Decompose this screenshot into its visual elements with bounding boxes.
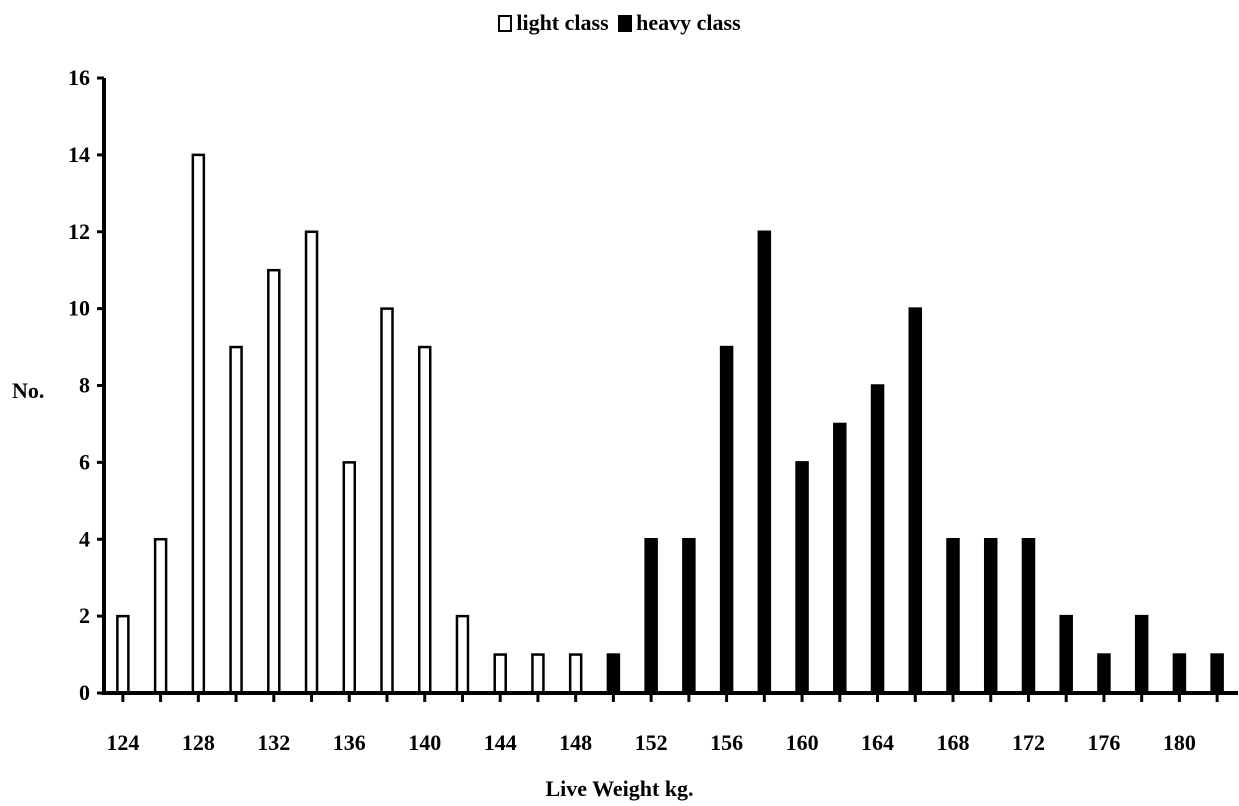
y-tick-label-14: 14 xyxy=(68,142,90,167)
x-tick-label-172: 172 xyxy=(1012,730,1045,755)
x-tick-label-164: 164 xyxy=(861,730,894,755)
bar-heavy-168 xyxy=(946,538,960,695)
bar-heavy-152 xyxy=(644,538,658,695)
legend-swatch-heavy xyxy=(618,14,633,32)
x-tick-label-144: 144 xyxy=(484,730,517,755)
bar-light-146 xyxy=(531,653,545,695)
y-tick-label-4: 4 xyxy=(79,526,90,551)
bar-heavy-166 xyxy=(908,307,923,695)
x-tick-label-152: 152 xyxy=(635,730,668,755)
bar-heavy-182 xyxy=(1210,653,1224,695)
bar-light-134 xyxy=(304,230,319,695)
x-tick-label-128: 128 xyxy=(182,730,215,755)
x-tick-label-176: 176 xyxy=(1087,730,1120,755)
bar-light-140 xyxy=(417,345,432,695)
bar-light-144 xyxy=(493,653,507,695)
x-tick-label-160: 160 xyxy=(786,730,819,755)
x-tick-label-140: 140 xyxy=(408,730,441,755)
bar-heavy-176 xyxy=(1097,653,1111,695)
legend-item-heavy: heavy class xyxy=(618,10,741,36)
bar-heavy-154 xyxy=(682,538,696,695)
x-tick-label-124: 124 xyxy=(106,730,139,755)
y-tick-label-6: 6 xyxy=(79,449,90,474)
y-tick-label-12: 12 xyxy=(68,219,90,244)
bar-heavy-172 xyxy=(1021,538,1036,695)
x-tick-label-168: 168 xyxy=(937,730,970,755)
x-tick-label-180: 180 xyxy=(1163,730,1196,755)
bar-light-126 xyxy=(153,538,168,695)
bar-heavy-174 xyxy=(1059,614,1073,695)
x-tick-label-136: 136 xyxy=(333,730,366,755)
x-axis-label: Live Weight kg. xyxy=(545,776,694,801)
bar-heavy-164 xyxy=(870,384,885,695)
legend-label-heavy: heavy class xyxy=(636,9,741,35)
bar-heavy-178 xyxy=(1134,614,1149,695)
bar-light-130 xyxy=(229,345,243,695)
bar-light-142 xyxy=(455,614,470,695)
bar-light-136 xyxy=(342,461,357,695)
legend-label-light: light class xyxy=(516,9,609,35)
y-tick-label-2: 2 xyxy=(79,603,90,628)
bar-light-124 xyxy=(116,614,130,695)
bar-heavy-158 xyxy=(757,230,772,695)
x-tick-label-156: 156 xyxy=(710,730,743,755)
bar-heavy-170 xyxy=(983,538,998,695)
bar-heavy-180 xyxy=(1172,653,1187,695)
y-tick-label-8: 8 xyxy=(79,373,90,398)
y-tick-label-10: 10 xyxy=(68,296,90,321)
bar-heavy-160 xyxy=(795,461,809,695)
y-axis-label: No. xyxy=(12,378,45,403)
bar-light-138 xyxy=(380,307,394,695)
chart-legend: light class heavy class xyxy=(0,8,1239,36)
x-tick-label-148: 148 xyxy=(559,730,592,755)
bar-heavy-156 xyxy=(719,345,734,695)
bar-light-132 xyxy=(267,268,281,695)
bar-heavy-150 xyxy=(606,653,621,695)
y-tick-label-16: 16 xyxy=(68,65,90,90)
bar-heavy-162 xyxy=(833,422,847,695)
legend-item-light: light class xyxy=(498,9,609,36)
bar-light-148 xyxy=(568,653,583,695)
bar-light-128 xyxy=(191,153,206,695)
legend-swatch-light xyxy=(498,14,513,32)
x-tick-label-132: 132 xyxy=(257,730,290,755)
y-tick-label-0: 0 xyxy=(79,680,90,705)
